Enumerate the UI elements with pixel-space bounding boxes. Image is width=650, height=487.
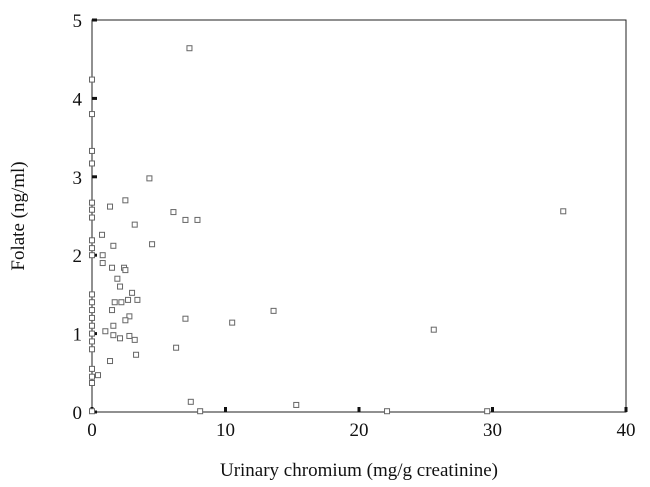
plot-frame [91,19,627,413]
x-tick-label: 0 [87,420,97,441]
point [122,267,129,274]
point [146,175,153,182]
point [89,245,95,252]
point [110,242,117,249]
point [197,408,204,415]
point [89,237,95,244]
point [102,328,109,335]
point [118,299,125,306]
y-tick-label: 5 [73,11,83,32]
point [122,317,129,324]
point [89,365,95,372]
point [149,241,156,248]
point [117,283,124,290]
point [131,336,138,343]
point [111,299,118,306]
point [89,299,95,306]
point [89,379,95,386]
point [89,291,95,298]
point [89,214,95,221]
point [484,408,491,415]
point [110,322,117,329]
point [430,326,437,333]
point [89,322,95,329]
point [229,319,236,326]
point [270,307,277,314]
point [293,401,300,408]
point [109,264,116,271]
point [89,199,95,206]
point [89,147,95,154]
x-tick-label: 10 [216,420,235,441]
point [99,231,106,238]
point [89,206,95,213]
point [89,76,95,83]
y-tick-label: 2 [73,246,83,267]
point [122,197,129,204]
point [134,296,141,303]
x-tick-label: 20 [350,420,369,441]
point [99,252,106,259]
point [117,335,124,342]
x-axis-label: Urinary chromium (mg/g creatinine) [220,460,498,481]
point [109,307,116,314]
point [131,221,138,228]
point [126,332,133,339]
point [110,332,117,339]
point [173,344,180,351]
point [384,408,391,415]
point [129,289,136,296]
point [133,351,140,358]
point [89,346,95,353]
point [89,330,95,337]
point [125,296,132,303]
point [89,373,95,380]
x-tick-label: 30 [483,420,502,441]
y-tick-label: 4 [73,89,83,110]
point [187,398,194,405]
point [89,338,95,345]
y-tick-label: 1 [73,325,83,346]
y-axis-label: Folate (ng/ml) [8,161,29,270]
y-tick-label: 3 [73,168,83,189]
y-tick-label: 0 [73,403,83,424]
point [170,209,177,216]
point [182,216,189,223]
point [89,111,95,118]
point [560,208,567,215]
point [99,260,106,267]
point [89,160,95,167]
point [194,216,201,223]
point [107,203,114,210]
point [114,275,121,282]
point [186,45,193,52]
point [95,372,102,379]
point [126,313,133,320]
x-tick-label: 40 [617,420,636,441]
point [89,307,95,314]
point [182,315,189,322]
point [107,358,114,365]
point [89,252,95,259]
point [89,408,95,415]
point [89,314,95,321]
